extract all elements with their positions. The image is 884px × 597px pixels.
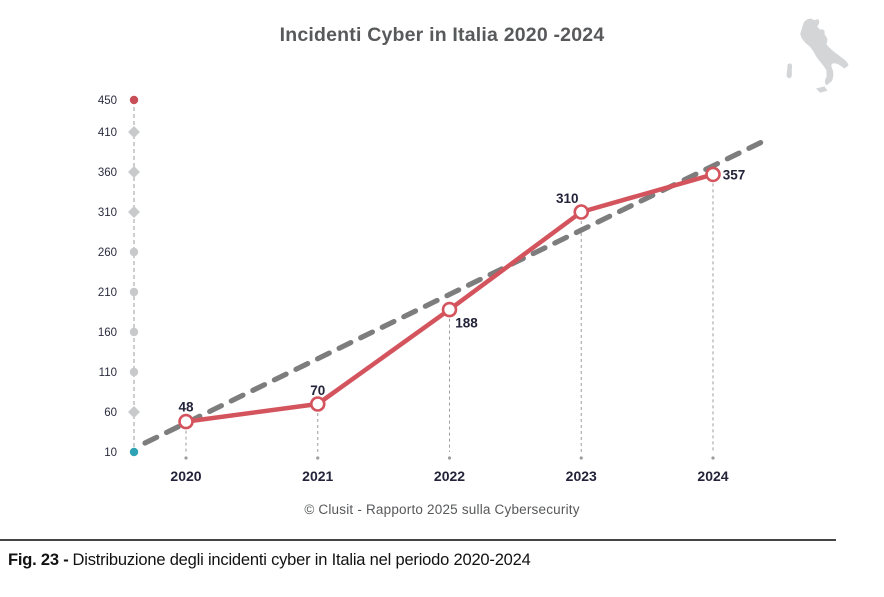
- y-axis-tick-dot: [129, 287, 139, 297]
- x-axis-label: 2023: [566, 468, 597, 484]
- data-point-marker: [705, 166, 721, 183]
- y-axis-tick-dot: [128, 406, 140, 418]
- italy-map-icon: [786, 18, 849, 93]
- y-axis-tick-label: 210: [98, 287, 117, 299]
- y-axis-tick-label: 110: [99, 367, 117, 379]
- drop-line-end-dot: [184, 456, 188, 460]
- data-point-marker: [441, 301, 458, 318]
- data-point-label: 310: [556, 191, 579, 206]
- chart-attribution: © Clusit - Rapporto 2025 sulla Cybersecu…: [304, 502, 580, 517]
- y-axis-tick-label: 360: [98, 167, 117, 179]
- y-axis-tick-label: 160: [98, 327, 117, 339]
- y-axis-tick-label: 310: [98, 207, 117, 219]
- y-axis-tick-dot: [129, 447, 139, 457]
- y-axis-tick-dot: [129, 247, 139, 257]
- chart-title: Incidenti Cyber in Italia 2020 -2024: [279, 24, 605, 46]
- italy-sardinia-shape: [786, 63, 793, 79]
- x-axis-label: 2022: [434, 468, 465, 484]
- y-axis-tick-label: 450: [98, 95, 117, 107]
- italy-sicily-shape: [816, 86, 828, 93]
- drop-line-end-dot: [579, 456, 583, 460]
- y-axis-tick-dot: [128, 206, 140, 218]
- x-axis-label: 2020: [170, 468, 201, 484]
- drop-line-end-dot: [316, 456, 320, 460]
- line-chart: 450 410 360 310 260 210 160 110 60 10 2020 2021 2022…: [98, 95, 771, 484]
- figure-caption: Fig. 23 - Distribuzione degli incidenti c…: [8, 551, 868, 570]
- figure-text: Distribuzione degli incidenti cyber in I…: [72, 551, 531, 569]
- data-point-marker: [309, 396, 326, 412]
- x-axis-label: 2024: [697, 468, 728, 484]
- data-point-label: 188: [455, 316, 478, 331]
- y-axis-tick-dot: [129, 95, 139, 105]
- y-axis-tick-dot: [129, 367, 139, 377]
- y-axis-tick-dot: [128, 166, 140, 178]
- y-axis-tick-label: 60: [104, 407, 117, 419]
- y-axis-tick-label: 260: [98, 247, 117, 259]
- data-point-label: 70: [310, 383, 325, 398]
- italy-mainland-shape: [800, 18, 849, 86]
- data-point-marker: [573, 204, 590, 220]
- y-axis-tick-label: 10: [104, 447, 117, 459]
- y-axis-tick-dot: [129, 327, 139, 337]
- drop-line-end-dot: [447, 456, 452, 460]
- figure-number: Fig. 23 -: [8, 551, 69, 569]
- data-point-label: 357: [723, 167, 746, 182]
- data-point-label: 48: [178, 400, 194, 415]
- x-axis-label: 2021: [302, 468, 333, 484]
- drop-line-end-dot: [711, 456, 715, 460]
- y-axis-tick-dot: [128, 126, 140, 138]
- data-point-marker: [178, 413, 194, 430]
- divider-line: [0, 539, 836, 541]
- y-axis-tick-label: 410: [98, 127, 117, 139]
